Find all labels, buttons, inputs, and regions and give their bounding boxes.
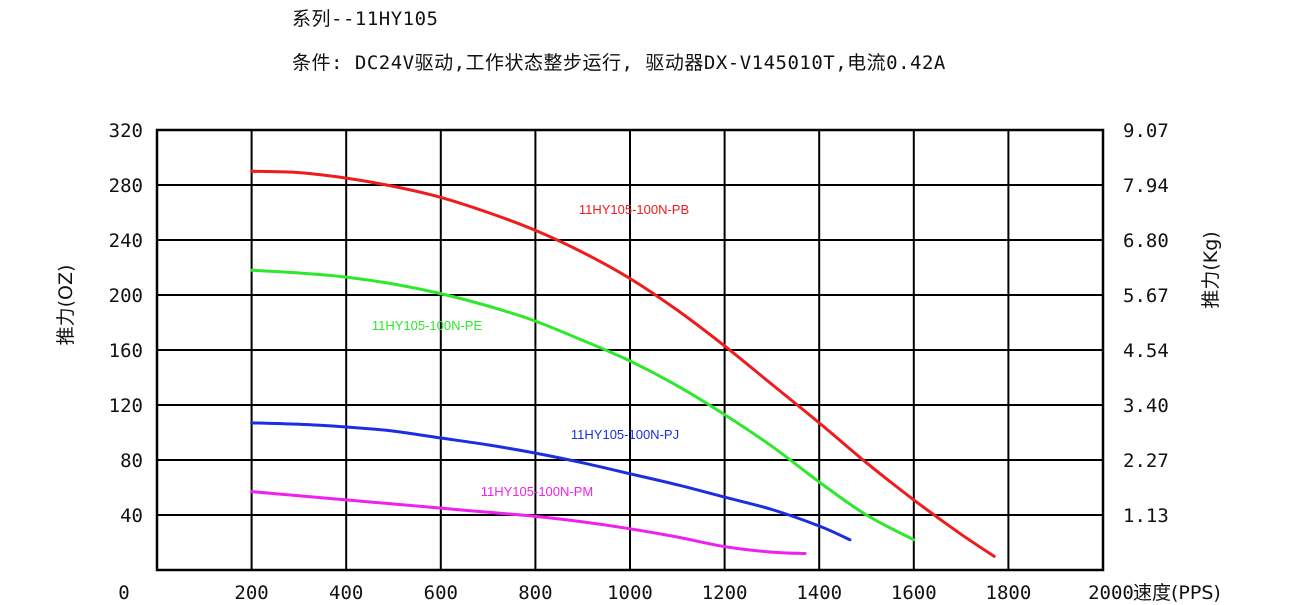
- series-label-1: 11HY105-100N-PE: [372, 318, 483, 333]
- y2-axis-label: 推力(Kg): [1200, 231, 1222, 308]
- series-layer: [250, 169, 996, 558]
- series-label-3: 11HY105-100N-PM: [481, 484, 593, 499]
- chart-subtitle: 条件: DC24V驱动,工作状态整步运行, 驱动器DX-V145010T,电流0…: [292, 52, 946, 74]
- x-tick-label: 1600: [891, 582, 937, 604]
- y2-tick-label: 6.80: [1123, 230, 1169, 252]
- x-tick-label: 200: [234, 582, 268, 604]
- series-line-3: [250, 490, 807, 555]
- y2-tick-label: 1.13: [1123, 505, 1169, 527]
- x-tick-label: 1800: [986, 582, 1032, 604]
- y-tick-label: 320: [109, 120, 143, 142]
- x-axis-label: 速度(PPS): [1133, 582, 1221, 604]
- y2-tick-label: 2.27: [1123, 450, 1169, 472]
- y-tick-label: 80: [120, 450, 143, 472]
- y2-tick-label: 7.94: [1123, 175, 1169, 197]
- x-tick-label: 400: [329, 582, 363, 604]
- plot-frame: [155, 128, 1105, 572]
- x-tick-label: 600: [424, 582, 458, 604]
- series-label-0: 11HY105-100N-PB: [579, 202, 689, 217]
- series-labels: 11HY105-100N-PB 11HY105-100N-PE 11HY105-10…: [372, 202, 689, 499]
- chart-title: 系列--11HY105: [292, 8, 439, 30]
- x-tick-label: 1000: [607, 582, 653, 604]
- tick-labels: 0 200 400 600 800 1000 1200 1400 1600 1800 2000 40 1…: [109, 120, 1169, 604]
- y-tick-label: 280: [109, 175, 143, 197]
- y2-tick-label: 3.40: [1123, 395, 1169, 417]
- y-tick-label: 200: [109, 285, 143, 307]
- x-tick-label: 800: [518, 582, 552, 604]
- y2-tick-label: 4.54: [1123, 340, 1169, 362]
- y-axis-label: 推力(OZ): [55, 265, 77, 346]
- y-tick-label: 120: [109, 395, 143, 417]
- chart-grid: [157, 130, 1103, 570]
- y2-tick-label: 9.07: [1123, 120, 1169, 142]
- y2-tick-label: 5.67: [1123, 285, 1169, 307]
- series-line-1: [250, 268, 916, 542]
- x-tick-label: 1200: [702, 582, 748, 604]
- series-label-2: 11HY105-100N-PJ: [571, 427, 679, 442]
- y-tick-label: 240: [109, 230, 143, 252]
- series-line-2: [250, 421, 852, 542]
- series-line-0: [250, 169, 996, 558]
- y-tick-label: 40: [120, 505, 143, 527]
- x-tick-label: 1400: [796, 582, 842, 604]
- x-tick-label: 0: [118, 582, 129, 604]
- y-tick-label: 160: [109, 340, 143, 362]
- x-tick-label: 2000: [1088, 582, 1134, 604]
